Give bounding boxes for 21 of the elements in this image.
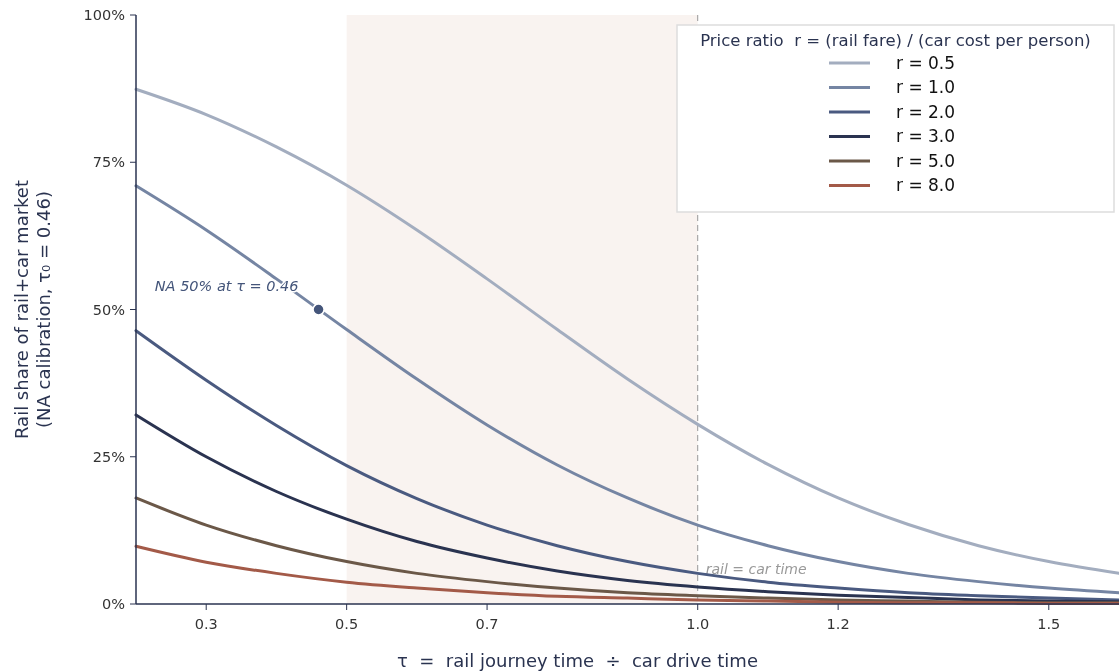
x-axis-title: τ = rail journey time ÷ car drive time <box>397 650 758 671</box>
legend-label: r = 3.0 <box>896 126 956 147</box>
legend-title: Price ratio r = (rail fare) / (car cost per person) <box>700 31 1091 50</box>
ref-line-label: rail = car time <box>705 561 807 577</box>
y-tick-label: 75% <box>92 154 125 171</box>
y-tick-label: 0% <box>101 596 125 613</box>
legend-label: r = 1.0 <box>896 77 956 98</box>
x-tick-label: 1.5 <box>1037 616 1061 632</box>
x-tick-label: 0.5 <box>335 616 359 632</box>
legend-label: r = 8.0 <box>896 175 956 196</box>
y-tick-label: 25% <box>92 448 125 465</box>
x-tick-label: 0.7 <box>475 616 499 632</box>
x-tick-label: 1.0 <box>686 616 710 632</box>
x-tick-label: 0.3 <box>194 616 218 632</box>
legend-label: r = 2.0 <box>896 101 956 122</box>
y-tick-label: 100% <box>83 7 125 24</box>
y-axis-title: Rail share of rail+car market (NA calibration, τ₀ = 0.46) <box>11 180 54 439</box>
y-tick-label: 50% <box>92 301 125 318</box>
x-tick-label: 1.2 <box>826 616 850 632</box>
legend-label: r = 0.5 <box>896 52 956 73</box>
legend-label: r = 5.0 <box>896 150 956 171</box>
